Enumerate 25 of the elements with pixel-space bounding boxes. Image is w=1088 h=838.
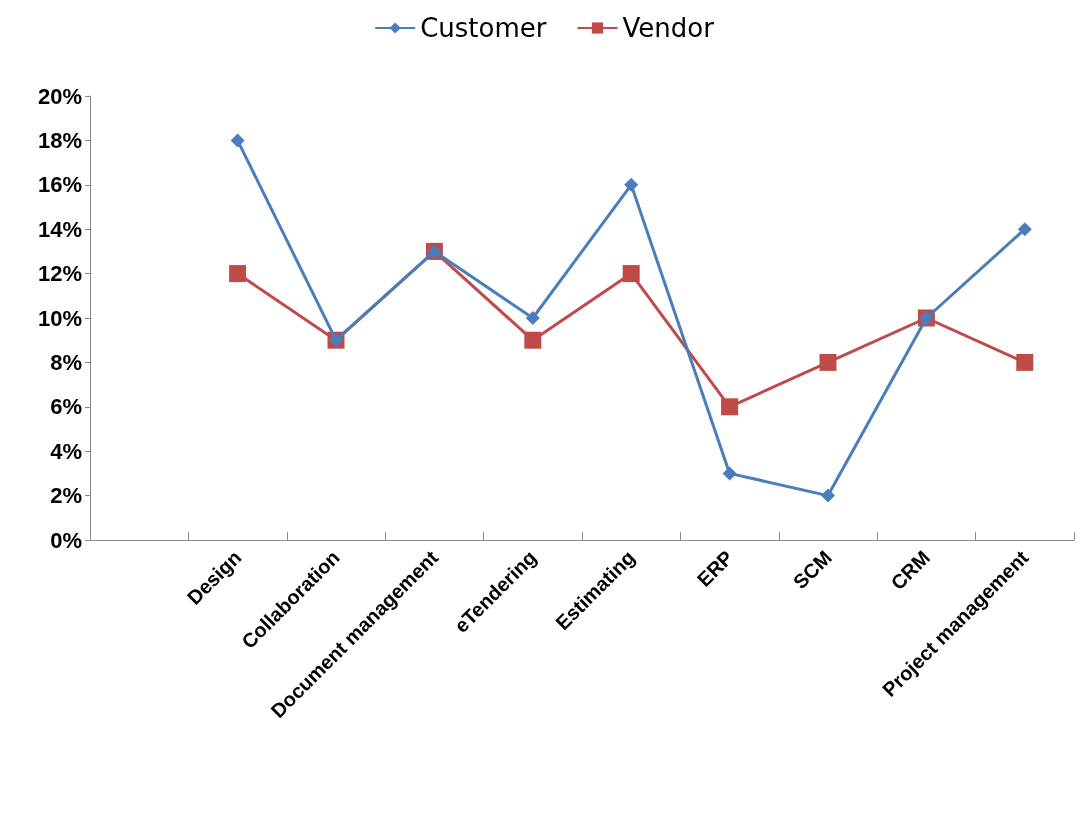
- y-tick-label: 8%: [50, 349, 82, 375]
- point: [819, 353, 837, 371]
- point: [721, 398, 739, 416]
- y-tick-label: 2%: [50, 483, 82, 509]
- point: [622, 265, 640, 283]
- legend-label: Customer: [420, 13, 547, 43]
- y-tick-label: 4%: [50, 438, 82, 464]
- y-tick-label: 0%: [50, 527, 82, 553]
- legend-label: Vendor: [622, 13, 715, 43]
- y-tick-label: 14%: [37, 216, 82, 242]
- point: [1017, 222, 1032, 237]
- y-tick-label: 6%: [50, 394, 82, 420]
- point: [1016, 353, 1034, 371]
- point: [821, 488, 835, 503]
- y-tick-label: 20%: [37, 83, 82, 109]
- y-tick-label: 10%: [37, 305, 82, 331]
- point: [524, 331, 542, 349]
- point: [722, 466, 737, 481]
- point: [624, 177, 639, 192]
- point: [525, 311, 540, 325]
- point: [230, 133, 245, 148]
- y-tick-label: 12%: [37, 261, 82, 287]
- y-tick-label: 18%: [37, 127, 82, 153]
- point: [229, 265, 247, 283]
- y-tick-label: 16%: [37, 172, 82, 198]
